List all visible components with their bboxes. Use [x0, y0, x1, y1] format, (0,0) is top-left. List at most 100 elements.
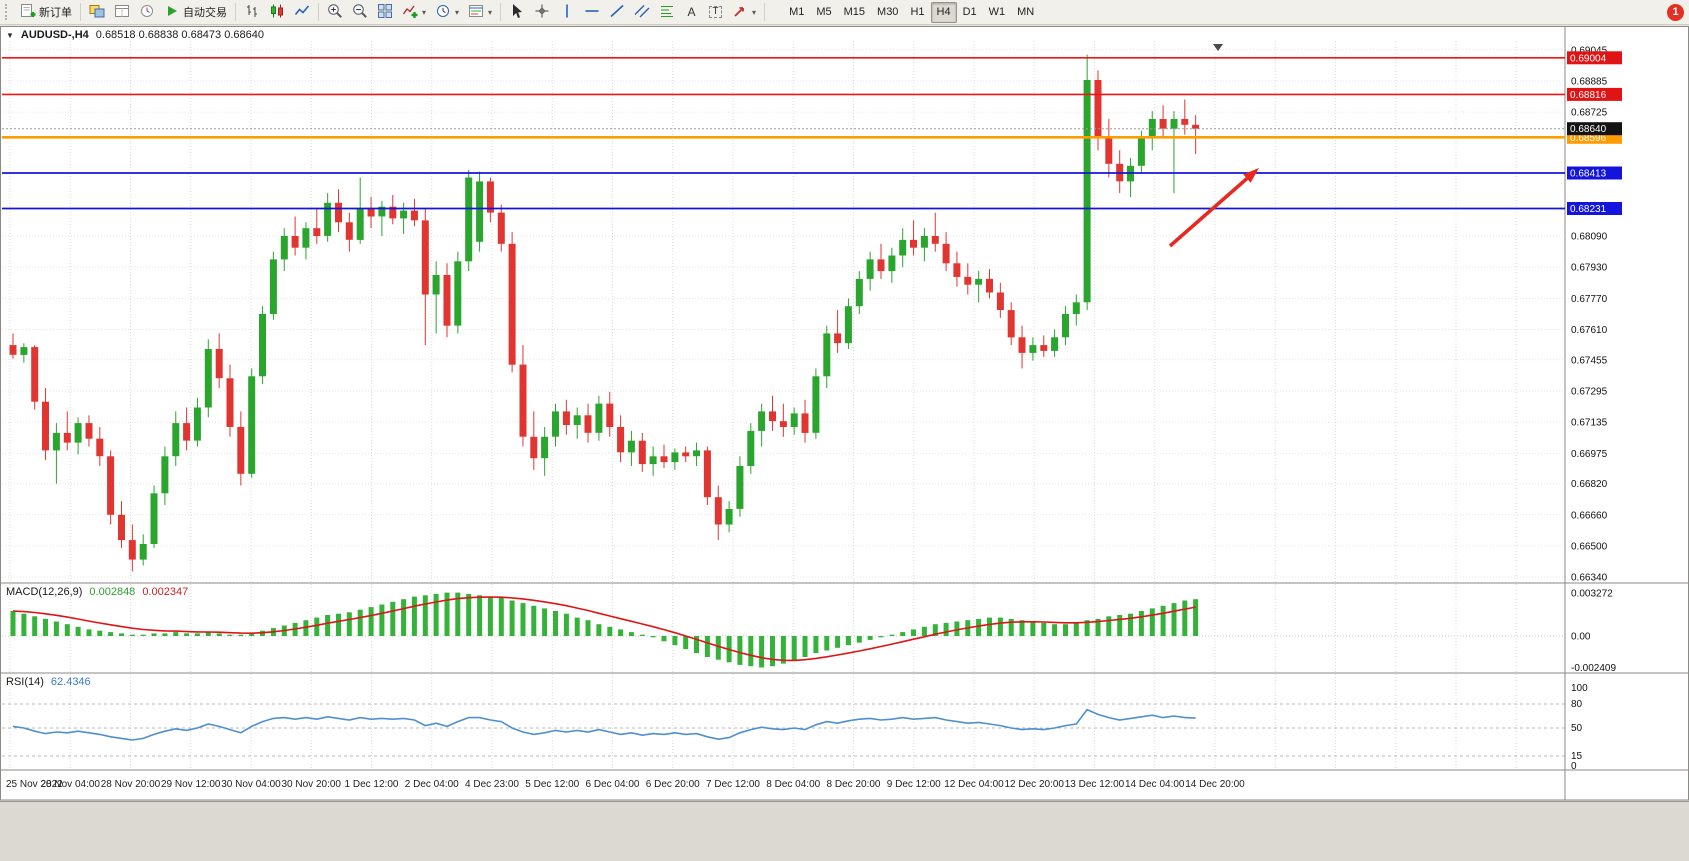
- dropdown-caret-icon: ▾: [752, 7, 757, 17]
- macd-histogram-bar: [1117, 615, 1123, 636]
- periods-button[interactable]: ▾: [431, 2, 463, 23]
- candle-body: [31, 347, 39, 402]
- candle-body: [107, 456, 115, 515]
- horizontal-line-icon: [584, 3, 600, 22]
- time-axis-label: 4 Dec 23:00: [465, 779, 519, 790]
- profiles-button[interactable]: [85, 2, 109, 23]
- horizontal-line-tool-button[interactable]: [580, 2, 604, 23]
- macd-signal-value: 0.002347: [142, 586, 189, 598]
- candle-body: [855, 278, 863, 307]
- text-label-tool-button[interactable]: T: [704, 2, 727, 23]
- timeframe-button-w1[interactable]: W1: [988, 6, 1006, 18]
- timeframe-button-h1[interactable]: H1: [910, 6, 925, 18]
- macd-histogram-bar: [509, 600, 515, 636]
- price-axis[interactable]: [1566, 27, 1688, 770]
- new-order-label: 新订单: [39, 7, 72, 19]
- candle-body: [942, 243, 950, 264]
- macd-signal-line: [12, 596, 1196, 662]
- crosshair-button[interactable]: [530, 2, 554, 23]
- price-axis-label: 0.67455: [1571, 355, 1608, 366]
- timeframe-button-m5[interactable]: M5: [816, 6, 832, 18]
- notification-badge[interactable]: 1: [1667, 3, 1684, 21]
- price-axis-label: 0.69045: [1571, 45, 1608, 56]
- macd-axis-label: 0.00: [1571, 632, 1591, 643]
- cursor-button[interactable]: [505, 2, 529, 23]
- macd-histogram-bar: [477, 595, 483, 636]
- toolbar-grip[interactable]: [5, 4, 10, 20]
- candle-body: [1062, 313, 1069, 338]
- macd-histogram-bar: [140, 634, 146, 636]
- macd-histogram-bar: [1193, 599, 1199, 636]
- vertical-line-tool-button[interactable]: [555, 2, 579, 23]
- candle-body: [823, 333, 831, 377]
- macd-histogram-bar: [10, 611, 16, 636]
- time-axis-label: 30 Nov 04:00: [221, 779, 281, 790]
- candle-body: [291, 236, 299, 248]
- one-click-panel-toggle-icon[interactable]: ▼: [6, 30, 14, 40]
- arrow-annotation-head[interactable]: [1243, 168, 1259, 183]
- macd-histogram-bar: [487, 596, 493, 636]
- candle-body: [953, 263, 961, 277]
- arrow-annotation-shaft[interactable]: [1168, 177, 1249, 248]
- market-watch-button[interactable]: [135, 2, 159, 23]
- trendline-tool-button[interactable]: [605, 2, 629, 23]
- macd-histogram-bar: [542, 608, 548, 636]
- candle-body: [443, 275, 451, 326]
- candle-body: [736, 466, 744, 509]
- candle-body: [693, 450, 700, 457]
- timeframe-button-m1[interactable]: M1: [789, 6, 805, 18]
- templates-button[interactable]: ▾: [464, 2, 496, 23]
- macd-histogram-bar: [1030, 621, 1036, 636]
- zoom-out-button[interactable]: [348, 2, 372, 23]
- time-axis[interactable]: [0, 771, 1565, 800]
- candle-body: [476, 181, 484, 242]
- macd-histogram-bar: [911, 629, 916, 636]
- indicators-button[interactable]: ▾: [398, 2, 430, 23]
- candle-body: [74, 423, 82, 443]
- candle-body: [367, 208, 375, 217]
- candle-body: [9, 345, 17, 355]
- dropdown-caret-icon: ▾: [422, 7, 427, 17]
- arrows-tool-button[interactable]: ▾: [728, 2, 760, 23]
- candle-body: [118, 514, 125, 541]
- timeframe-button-mn[interactable]: MN: [1017, 6, 1035, 18]
- market-watch-icon: [139, 3, 155, 22]
- chart-canvas[interactable]: 0.69045 0.68885 0.68725 0.68090 0.67930 0.677…: [0, 0, 1689, 801]
- candlestick-chart-button[interactable]: [265, 2, 289, 23]
- timeframe-button-h4[interactable]: H4: [930, 1, 957, 23]
- macd-histogram-bar: [390, 601, 396, 636]
- candle-body: [1018, 337, 1026, 353]
- tile-windows-button[interactable]: [373, 2, 397, 23]
- candle-body: [345, 222, 353, 240]
- line-chart-button[interactable]: [290, 2, 314, 23]
- candle-body: [42, 401, 49, 451]
- timeframe-button-m30[interactable]: M30: [877, 6, 899, 18]
- price-badge-label: 0.68231: [1570, 204, 1607, 215]
- macd-histogram-bar: [1171, 603, 1177, 636]
- candle-body: [779, 421, 787, 427]
- channel-tool-button[interactable]: [630, 2, 654, 23]
- bar-chart-button[interactable]: [240, 2, 264, 23]
- fibonacci-tool-button[interactable]: [655, 2, 679, 23]
- candle-body: [161, 456, 169, 494]
- data-window-button[interactable]: [110, 2, 134, 23]
- candle-body: [606, 403, 614, 427]
- timeframe-button-d1[interactable]: D1: [962, 6, 977, 18]
- chart-shift-marker[interactable]: [1213, 44, 1223, 51]
- macd-histogram-bar: [336, 613, 341, 636]
- macd-histogram-bar: [1138, 611, 1144, 636]
- timeframe-button-m15[interactable]: M15: [843, 6, 866, 18]
- profiles-icon: [89, 3, 105, 22]
- price-axis-label: 0.67610: [1571, 325, 1608, 336]
- new-order-button[interactable]: 新订单: [16, 2, 76, 23]
- text-tool-button[interactable]: A: [680, 2, 703, 23]
- zoom-in-button[interactable]: [323, 2, 347, 23]
- macd-histogram-bar: [1019, 620, 1025, 636]
- candle-body: [280, 236, 288, 260]
- time-axis-label: 9 Dec 12:00: [887, 779, 941, 790]
- candle-body: [172, 423, 180, 457]
- algo-trading-button[interactable]: 自动交易: [160, 2, 231, 23]
- macd-histogram-bar: [683, 636, 689, 650]
- candle-body: [725, 508, 733, 525]
- time-axis-label: 2 Dec 04:00: [405, 779, 459, 790]
